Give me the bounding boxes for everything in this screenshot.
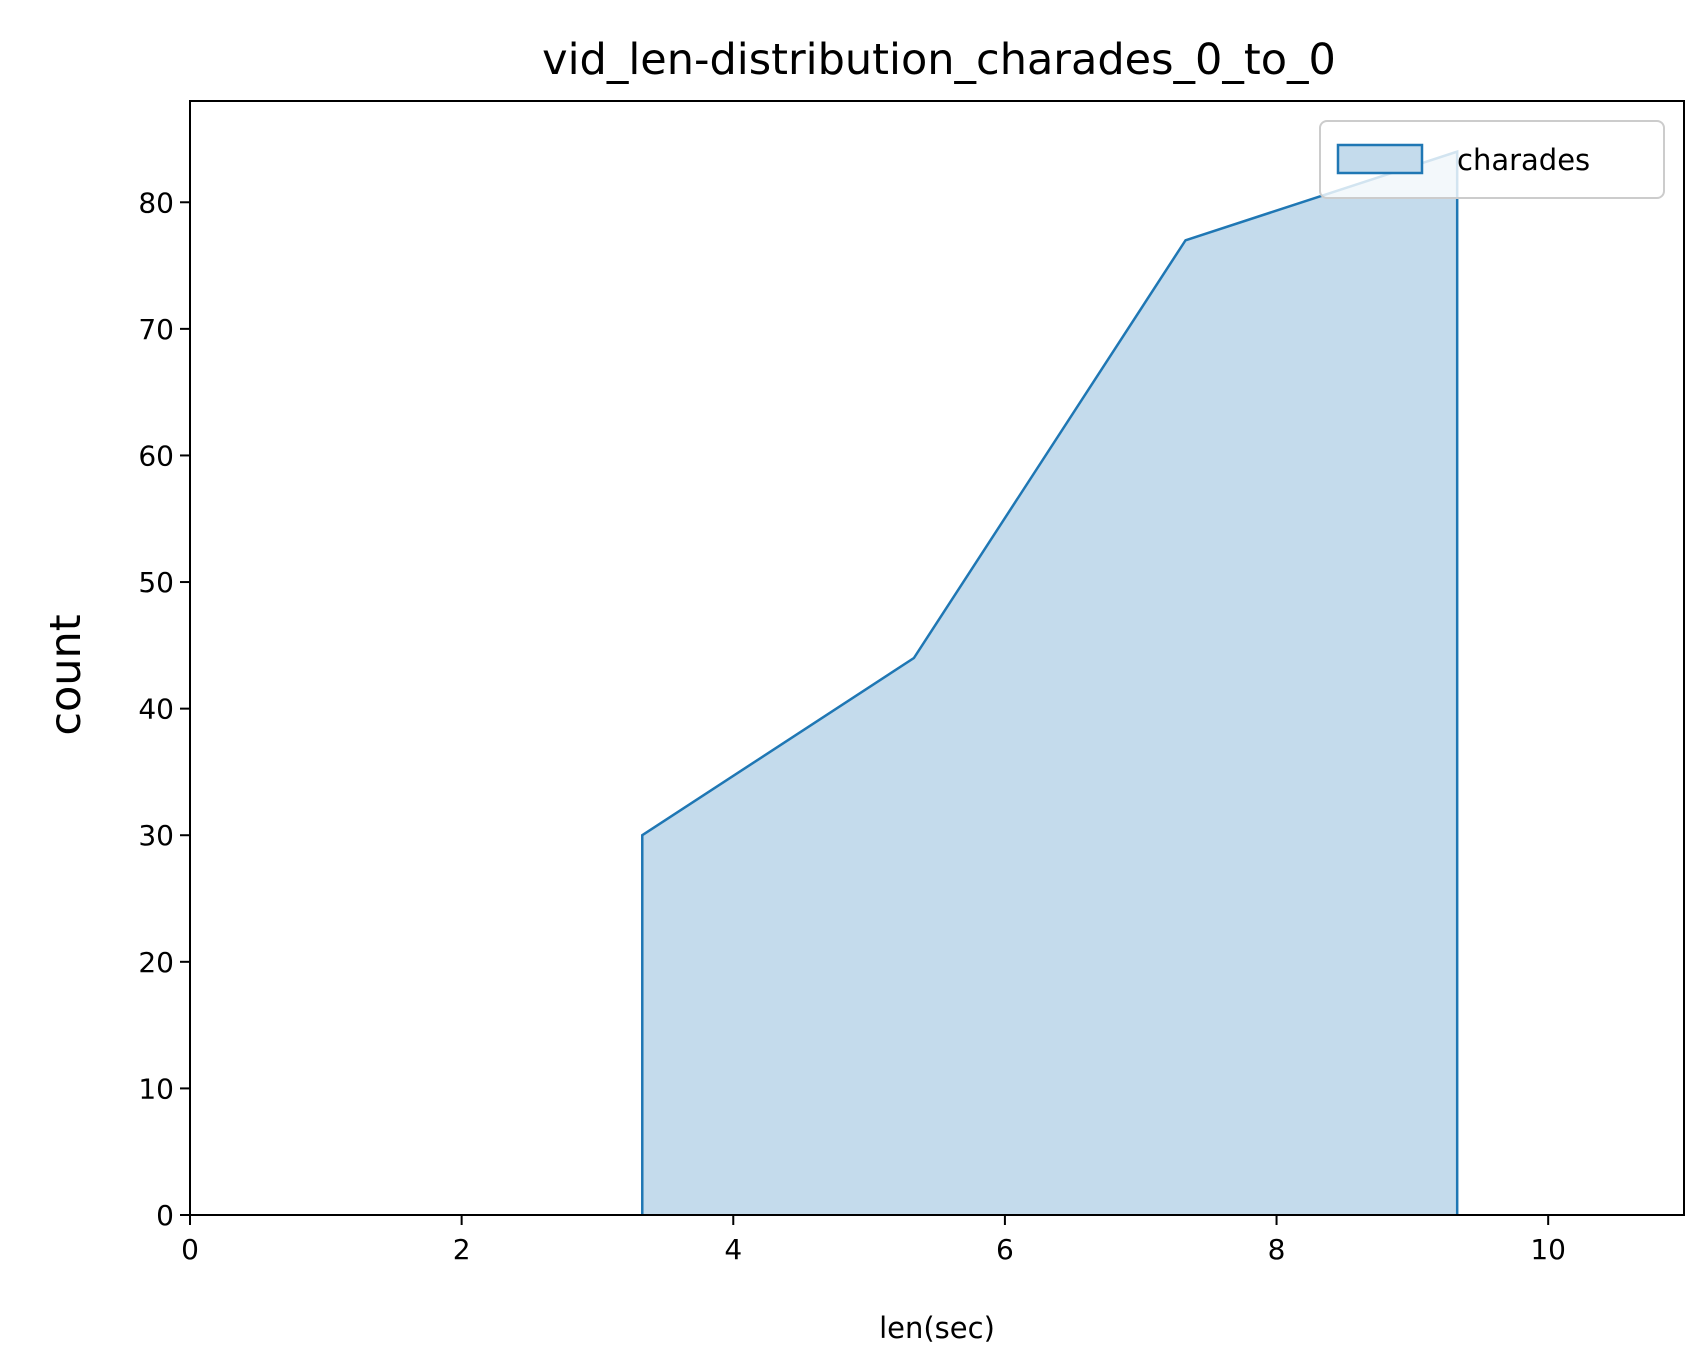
x-tick-label: 10 (1530, 1233, 1566, 1266)
axes-frame (189, 100, 1685, 1216)
series-layer (641, 149, 1459, 1215)
legend-swatch-charades (1336, 143, 1424, 175)
x-axis-label: len(sec) (879, 1311, 995, 1345)
x-tick-label: 0 (181, 1233, 199, 1266)
y-tick-label: 80 (138, 186, 174, 219)
y-tick-label: 50 (138, 566, 174, 599)
y-tick-label: 40 (138, 693, 174, 726)
legend-box (1319, 120, 1665, 199)
y-tick-label: 20 (138, 946, 174, 979)
x-tick-label: 4 (724, 1233, 742, 1266)
area-outline-charades (641, 149, 1459, 1215)
x-axis-ticks: 0 2 4 6 8 10 (181, 1215, 1566, 1266)
y-axis-label: count (41, 614, 91, 735)
plot-area (189, 100, 1685, 1216)
y-tick-label: 0 (156, 1199, 174, 1232)
chart-title: vid_len-distribution_charades_0_to_0 (542, 35, 1336, 85)
area-fill-charades (642, 151, 1458, 1215)
legend-label-charades: charades (1457, 143, 1590, 177)
x-tick-label: 2 (453, 1233, 471, 1266)
y-tick-label: 70 (138, 313, 174, 346)
y-axis-ticks: 0 10 20 30 40 50 60 70 80 (138, 186, 190, 1232)
legend: charades (1319, 120, 1665, 199)
y-tick-label: 30 (138, 819, 174, 852)
x-tick-label: 6 (996, 1233, 1014, 1266)
x-tick-label: 8 (1268, 1233, 1286, 1266)
y-tick-label: 10 (138, 1072, 174, 1105)
y-tick-label: 60 (138, 439, 174, 472)
